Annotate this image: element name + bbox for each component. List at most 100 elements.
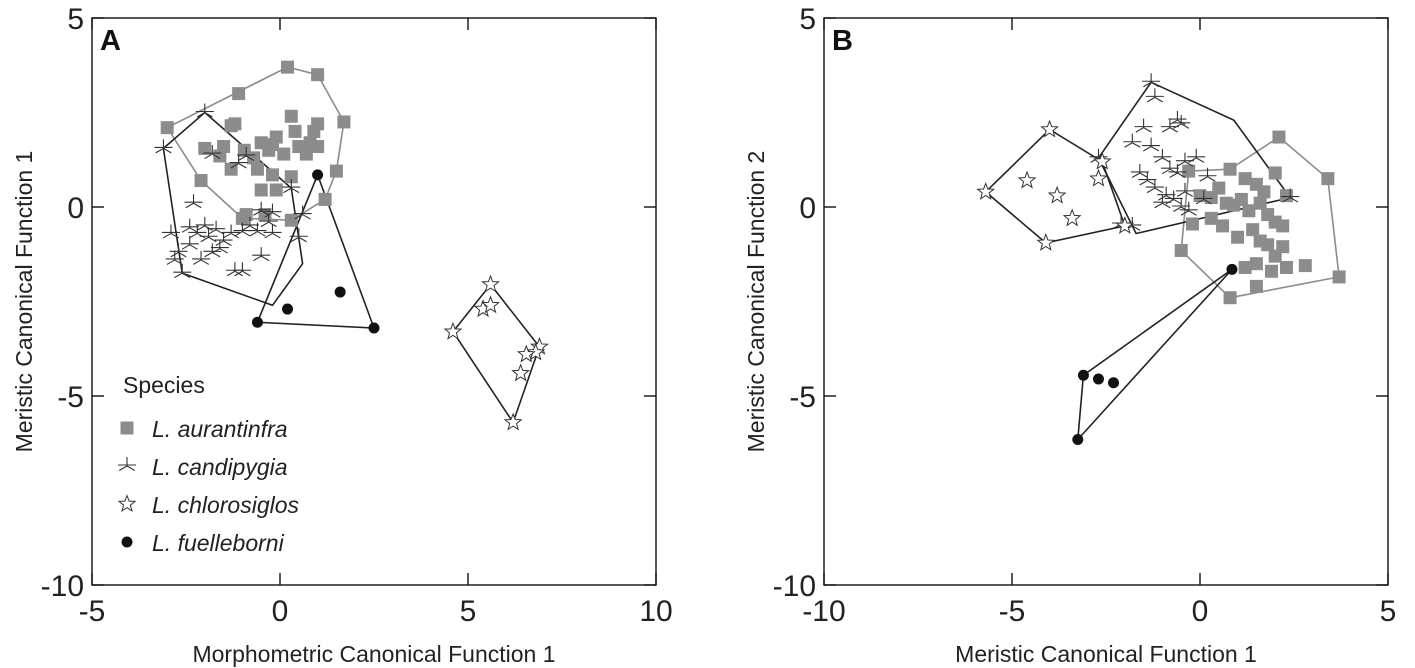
data-point bbox=[263, 203, 282, 218]
data-point bbox=[289, 228, 308, 243]
data-point bbox=[334, 286, 346, 298]
data-point bbox=[1142, 73, 1161, 88]
data-point bbox=[1253, 196, 1267, 210]
data-point bbox=[1130, 163, 1149, 178]
data-point bbox=[265, 168, 279, 182]
data-point bbox=[281, 60, 295, 74]
data-point bbox=[443, 321, 463, 340]
data-point bbox=[160, 121, 174, 135]
y-tick-label: -5 bbox=[57, 381, 84, 414]
data-point bbox=[214, 232, 233, 246]
panel-b: -10 -5 0 5 -10 -5 0 5 Meristic Canonical Functio… bbox=[743, 3, 1396, 667]
data-point bbox=[1281, 188, 1300, 203]
data-point bbox=[1138, 171, 1157, 186]
panel-letter: B bbox=[832, 25, 853, 57]
data-point bbox=[199, 228, 218, 243]
y-tick-label: -10 bbox=[773, 570, 816, 603]
data-point bbox=[1238, 172, 1252, 186]
y-tick-label: 5 bbox=[67, 3, 84, 36]
hull-l-fuelleborni bbox=[1076, 268, 1233, 442]
x-tick-label: 0 bbox=[1192, 595, 1209, 628]
data-point bbox=[195, 103, 214, 118]
data-point bbox=[1212, 181, 1226, 195]
data-point bbox=[1257, 185, 1271, 199]
y-tick-label: 5 bbox=[799, 3, 816, 36]
data-point bbox=[1047, 185, 1067, 204]
data-point bbox=[1216, 219, 1230, 233]
data-point bbox=[1115, 215, 1135, 234]
data-point bbox=[173, 264, 192, 279]
data-point bbox=[251, 316, 263, 328]
data-point bbox=[263, 224, 282, 239]
data-point bbox=[318, 192, 332, 206]
y-tick-label: 0 bbox=[67, 192, 84, 225]
data-point bbox=[240, 216, 259, 231]
data-point bbox=[192, 250, 211, 265]
y-axis-label: Meristic Canonical Function 1 bbox=[11, 151, 37, 453]
data-point bbox=[516, 344, 536, 363]
data-point bbox=[481, 274, 500, 293]
data-point bbox=[184, 194, 203, 209]
series-l-chlorosiglos bbox=[976, 119, 1135, 251]
data-point bbox=[282, 303, 294, 315]
x-tick-label: -5 bbox=[999, 595, 1026, 628]
y-axis-label: Meristic Canonical Function 2 bbox=[743, 151, 769, 453]
data-point bbox=[1279, 260, 1293, 274]
x-tick-label: 5 bbox=[460, 595, 477, 628]
x-tick-label: 5 bbox=[1380, 595, 1397, 628]
data-point bbox=[299, 147, 313, 161]
data-point bbox=[239, 208, 253, 222]
data-point bbox=[1234, 192, 1248, 206]
data-point bbox=[293, 205, 312, 220]
hull-l-aurantinfra bbox=[1180, 136, 1340, 299]
data-point bbox=[1072, 433, 1084, 445]
data-point bbox=[1168, 163, 1187, 178]
series-l-candipygia bbox=[1089, 73, 1300, 231]
data-point bbox=[1261, 238, 1275, 252]
y-tick-label: 0 bbox=[799, 192, 816, 225]
data-point bbox=[1174, 243, 1188, 257]
data-point bbox=[1175, 152, 1194, 167]
data-point bbox=[1040, 119, 1060, 138]
series-l-chlorosiglos bbox=[443, 274, 549, 431]
data-point bbox=[1238, 260, 1252, 274]
series-l-aurantinfra bbox=[1174, 130, 1346, 305]
hull-l-chlorosiglos bbox=[985, 128, 1126, 244]
data-point bbox=[207, 220, 226, 235]
data-point bbox=[210, 239, 229, 254]
series-l-fuelleborni bbox=[1072, 263, 1238, 445]
data-point bbox=[284, 109, 298, 123]
x-tick-label: 10 bbox=[639, 595, 672, 628]
data-point bbox=[180, 218, 199, 233]
data-point bbox=[1231, 230, 1245, 244]
data-point bbox=[259, 213, 278, 228]
data-point bbox=[337, 115, 351, 129]
data-point bbox=[1249, 257, 1263, 271]
data-point bbox=[1175, 182, 1194, 197]
data-point bbox=[1077, 369, 1089, 381]
data-point bbox=[1321, 172, 1335, 186]
data-point bbox=[1272, 130, 1286, 144]
data-point bbox=[329, 164, 343, 178]
data-point bbox=[284, 213, 298, 227]
data-point bbox=[1092, 151, 1112, 170]
plot-frame bbox=[91, 17, 657, 586]
data-point bbox=[1182, 164, 1196, 178]
data-point bbox=[1268, 166, 1282, 180]
data-point bbox=[1160, 118, 1179, 133]
data-point bbox=[1164, 190, 1183, 205]
data-point bbox=[312, 169, 324, 181]
data-point bbox=[526, 342, 546, 361]
data-point bbox=[254, 183, 268, 197]
data-point bbox=[282, 179, 301, 194]
data-point bbox=[165, 250, 184, 265]
data-point bbox=[1108, 377, 1120, 389]
data-point bbox=[194, 174, 208, 188]
data-point bbox=[311, 140, 325, 154]
data-point bbox=[1187, 148, 1206, 163]
legend-marker bbox=[117, 494, 137, 513]
data-point bbox=[1153, 148, 1172, 163]
data-point bbox=[284, 170, 298, 184]
data-point bbox=[1062, 208, 1082, 227]
